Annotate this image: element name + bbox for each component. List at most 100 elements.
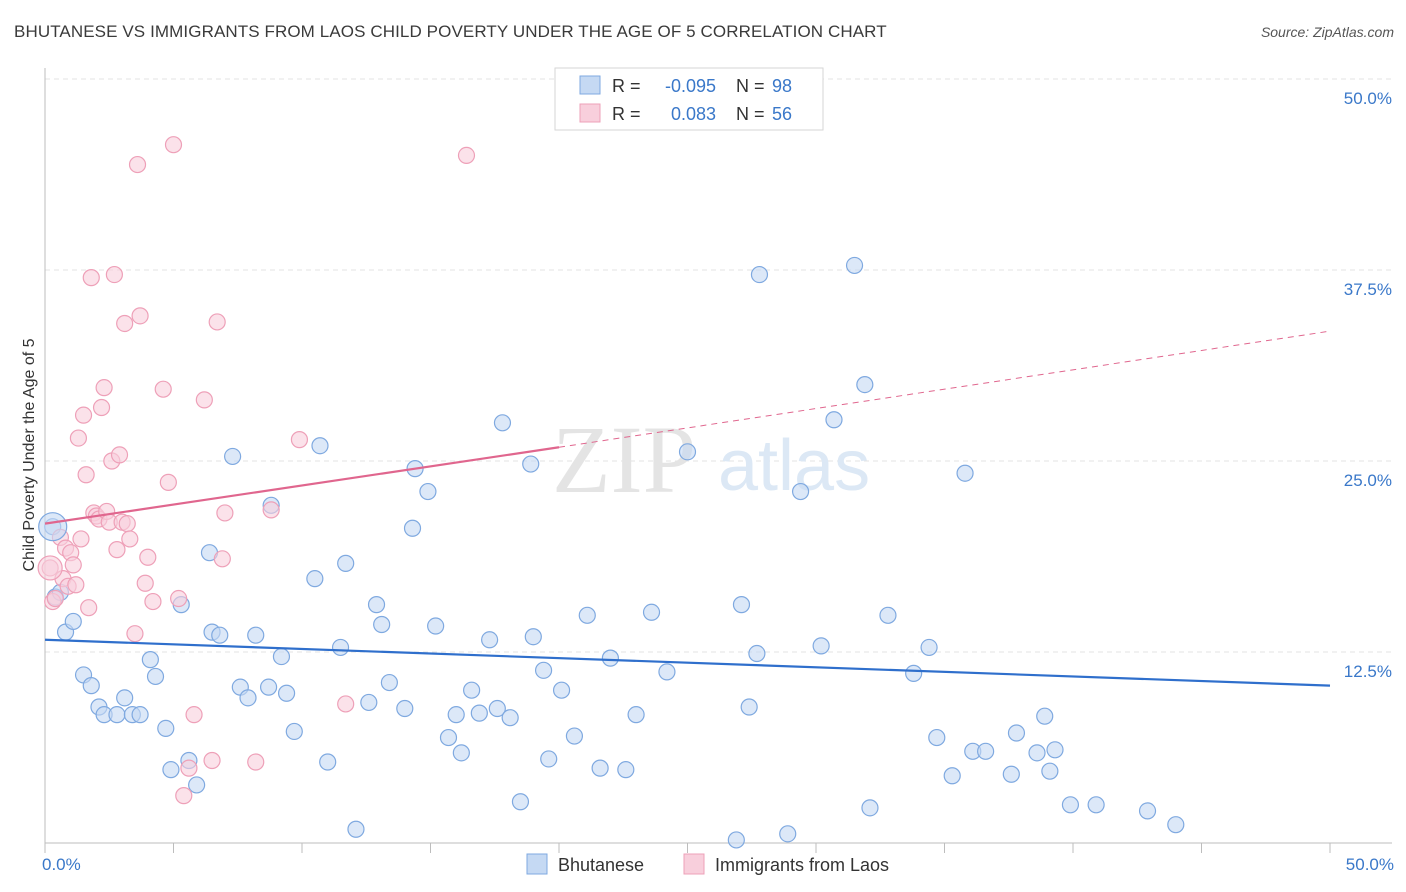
- laos-point-31: [126, 625, 144, 643]
- laos-point-19: [92, 398, 111, 417]
- y-tick-label-2: 37.5%: [1344, 280, 1392, 299]
- grid-lines: [45, 78, 1392, 653]
- laos-point-24: [105, 265, 123, 284]
- bhutanese-point-79: [825, 411, 843, 429]
- bhutanese-point-68: [642, 603, 661, 621]
- data-points: [37, 136, 1185, 849]
- bhutanese-point-70: [678, 443, 697, 461]
- laos-point-34: [136, 574, 154, 592]
- bhutanese-point-35: [331, 638, 350, 657]
- legend-n-value-laos: 56: [772, 104, 792, 124]
- laos-point-37: [154, 380, 172, 398]
- bhutanese-point-59: [534, 661, 553, 679]
- laos-point-26: [110, 446, 129, 464]
- bhutanese-point-83: [879, 606, 897, 624]
- laos-point-43: [185, 706, 203, 724]
- bhutanese-point-30: [277, 684, 296, 702]
- laos-cluster-point: [37, 555, 63, 581]
- laos-point-9: [67, 576, 85, 594]
- bhutanese-point-84: [905, 664, 923, 682]
- bhutanese-point-92: [1007, 724, 1026, 742]
- laos-point-8: [64, 556, 82, 574]
- bhutanese-point-91: [1002, 765, 1020, 783]
- laos-point-39: [164, 136, 183, 154]
- laos-point-52: [337, 695, 355, 713]
- bhutanese-point-81: [856, 376, 874, 394]
- bhutanese-point-60: [540, 750, 558, 768]
- bhutanese-point-19: [188, 776, 206, 794]
- laos-point-47: [213, 550, 231, 568]
- legend-r-value-bhutanese: -0.095: [665, 76, 716, 96]
- bhutanese-point-74: [748, 644, 766, 663]
- bhutanese-point-49: [452, 744, 470, 762]
- bhutanese-point-98: [1087, 796, 1105, 814]
- bhutanese-point-10: [116, 689, 134, 707]
- laos-point-12: [74, 406, 93, 424]
- legend-n-label-bhutanese: N =: [736, 76, 765, 96]
- y-tick-label-0: 12.5%: [1344, 662, 1392, 681]
- laos-point-36: [144, 592, 162, 611]
- bhutanese-point-40: [373, 615, 391, 634]
- laos-point-32: [128, 155, 147, 174]
- bhutanese-point-23: [224, 447, 242, 466]
- legend-n-label-laos: N =: [736, 104, 765, 124]
- trend-lines: [44, 330, 1331, 687]
- bhutanese-point-29: [272, 647, 291, 666]
- bhutanese-point-46: [427, 617, 445, 635]
- y-tick-labels: 12.5% 25.0% 37.5% 50.0%: [1344, 89, 1392, 681]
- bhutanese-point-62: [565, 727, 584, 745]
- laos-point-13: [77, 466, 95, 484]
- bhutanese-point-33: [311, 437, 329, 455]
- bhutanese-point-43: [403, 519, 422, 537]
- bhutanese-point-47: [439, 728, 458, 747]
- bhutanese-point-94: [1036, 707, 1054, 725]
- laos-trend-extension: [558, 330, 1331, 448]
- bhutanese-point-63: [578, 606, 596, 624]
- x-tick-label-0: 0.0%: [42, 855, 81, 874]
- laos-point-28: [116, 314, 134, 333]
- bhutanese-point-38: [360, 693, 378, 712]
- legend-swatch-laos: [579, 103, 601, 123]
- bhutanese-point-37: [347, 820, 365, 838]
- x-tick-labels: 0.0% 50.0%: [42, 855, 1394, 874]
- bhutanese-point-51: [470, 704, 488, 722]
- laos-point-33: [131, 307, 149, 325]
- bhutanese-point-72: [732, 596, 751, 614]
- bhutanese-point-58: [524, 628, 542, 646]
- laos-point-14: [80, 599, 98, 617]
- laos-point-50: [262, 501, 280, 519]
- bhutanese-point-25: [239, 689, 257, 707]
- watermark-zip: ZIP: [552, 406, 696, 513]
- bhutanese-point-27: [259, 678, 278, 696]
- bhutanese-point-88: [956, 464, 974, 482]
- laos-point-42: [180, 759, 198, 777]
- bhutanese-point-69: [658, 663, 676, 681]
- bhutanese-point-4: [64, 612, 82, 631]
- bhutanese-point-56: [511, 793, 530, 811]
- bhutanese-point-14: [146, 667, 165, 686]
- bhutanese-point-71: [727, 831, 745, 849]
- bhutanese-point-22: [211, 626, 229, 644]
- laos-point-2: [46, 589, 64, 608]
- laos-point-48: [216, 504, 234, 522]
- bhutanese-point-36: [337, 554, 355, 572]
- y-tick-label-1: 25.0%: [1344, 471, 1392, 490]
- bhutanese-point-64: [591, 759, 609, 777]
- laos-point-30: [121, 530, 139, 548]
- bhutanese-point-85: [920, 638, 938, 657]
- laos-point-38: [159, 473, 177, 491]
- bhutanese-point-34: [319, 753, 337, 771]
- chart-title: BHUTANESE VS IMMIGRANTS FROM LAOS CHILD …: [14, 22, 887, 41]
- bhutanese-point-96: [1046, 741, 1064, 759]
- bhutanese-point-12: [131, 706, 149, 724]
- bhutanese-point-80: [845, 256, 864, 275]
- bhutanese-point-54: [493, 414, 512, 432]
- bhutanese-point-31: [285, 722, 303, 741]
- bhutanese-point-61: [552, 681, 571, 699]
- bhutanese-point-45: [419, 482, 437, 501]
- bhutanese-point-73: [740, 698, 758, 716]
- bhutanese-point-16: [162, 761, 180, 779]
- laos-point-10: [69, 429, 88, 447]
- legend-n-value-bhutanese: 98: [772, 76, 792, 96]
- bhutanese-point-26: [247, 626, 265, 644]
